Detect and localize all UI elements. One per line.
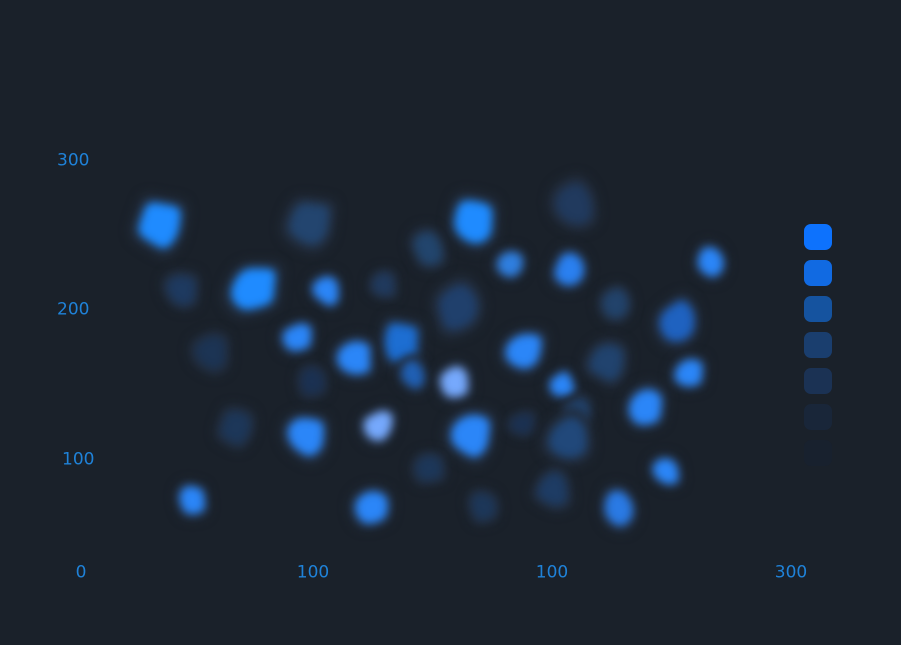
x-axis-tick-1: 100 <box>296 562 330 583</box>
y-axis-tick-0: 300 <box>57 150 90 171</box>
legend-swatch-3[interactable] <box>804 332 832 358</box>
x-axis-tick-0: 0 <box>75 562 87 583</box>
density-color-scale[interactable] <box>804 224 832 466</box>
y-axis-tick-2: 100 <box>62 449 95 470</box>
legend-swatch-0[interactable] <box>804 224 832 250</box>
y-axis-tick-1: 200 <box>57 299 90 320</box>
legend-swatch-6[interactable] <box>804 440 832 466</box>
x-axis-tick-3: 300 <box>774 562 808 583</box>
legend-swatch-4[interactable] <box>804 368 832 394</box>
x-axis-tick-2: 100 <box>535 562 569 583</box>
legend-swatch-1[interactable] <box>804 260 832 286</box>
legend-swatch-5[interactable] <box>804 404 832 430</box>
legend-swatch-2[interactable] <box>804 296 832 322</box>
